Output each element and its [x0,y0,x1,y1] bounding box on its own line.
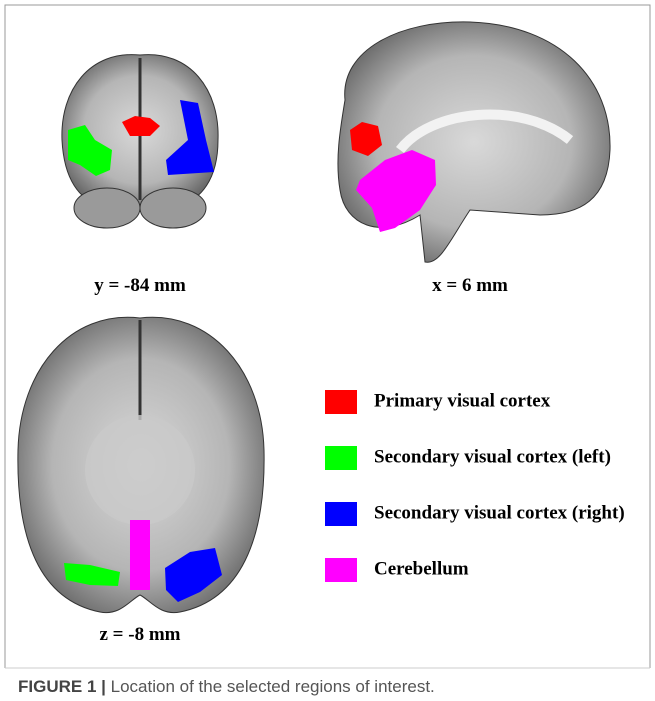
region-overlay [130,520,150,590]
region-overlay [350,122,382,156]
axial-slice [17,316,265,614]
legend-label: Cerebellum [374,558,469,579]
region-overlay [64,563,120,586]
legend-label: Primary visual cortex [374,390,551,411]
slice-label: x = 6 mm [432,275,508,296]
region-overlay [68,125,112,176]
legend-swatch [325,390,357,414]
caption-prefix: FIGURE 1 | [18,677,106,696]
legend-label: Secondary visual cortex (left) [374,446,611,467]
slice-label: y = -84 mm [94,275,186,296]
legend-swatch [325,558,357,582]
caption-text: Location of the selected regions of inte… [111,677,435,696]
slice-label: z = -8 mm [100,624,181,645]
region-overlay [122,116,160,136]
legend-swatch [325,446,357,470]
region-overlay [165,548,222,602]
frame [4,4,651,668]
legend-label: Secondary visual cortex (right) [374,502,625,523]
legend-swatch [325,502,357,526]
region-overlay [166,100,214,175]
region-overlay [356,150,436,232]
caption: FIGURE 1 | Location of the selected regi… [18,677,435,696]
